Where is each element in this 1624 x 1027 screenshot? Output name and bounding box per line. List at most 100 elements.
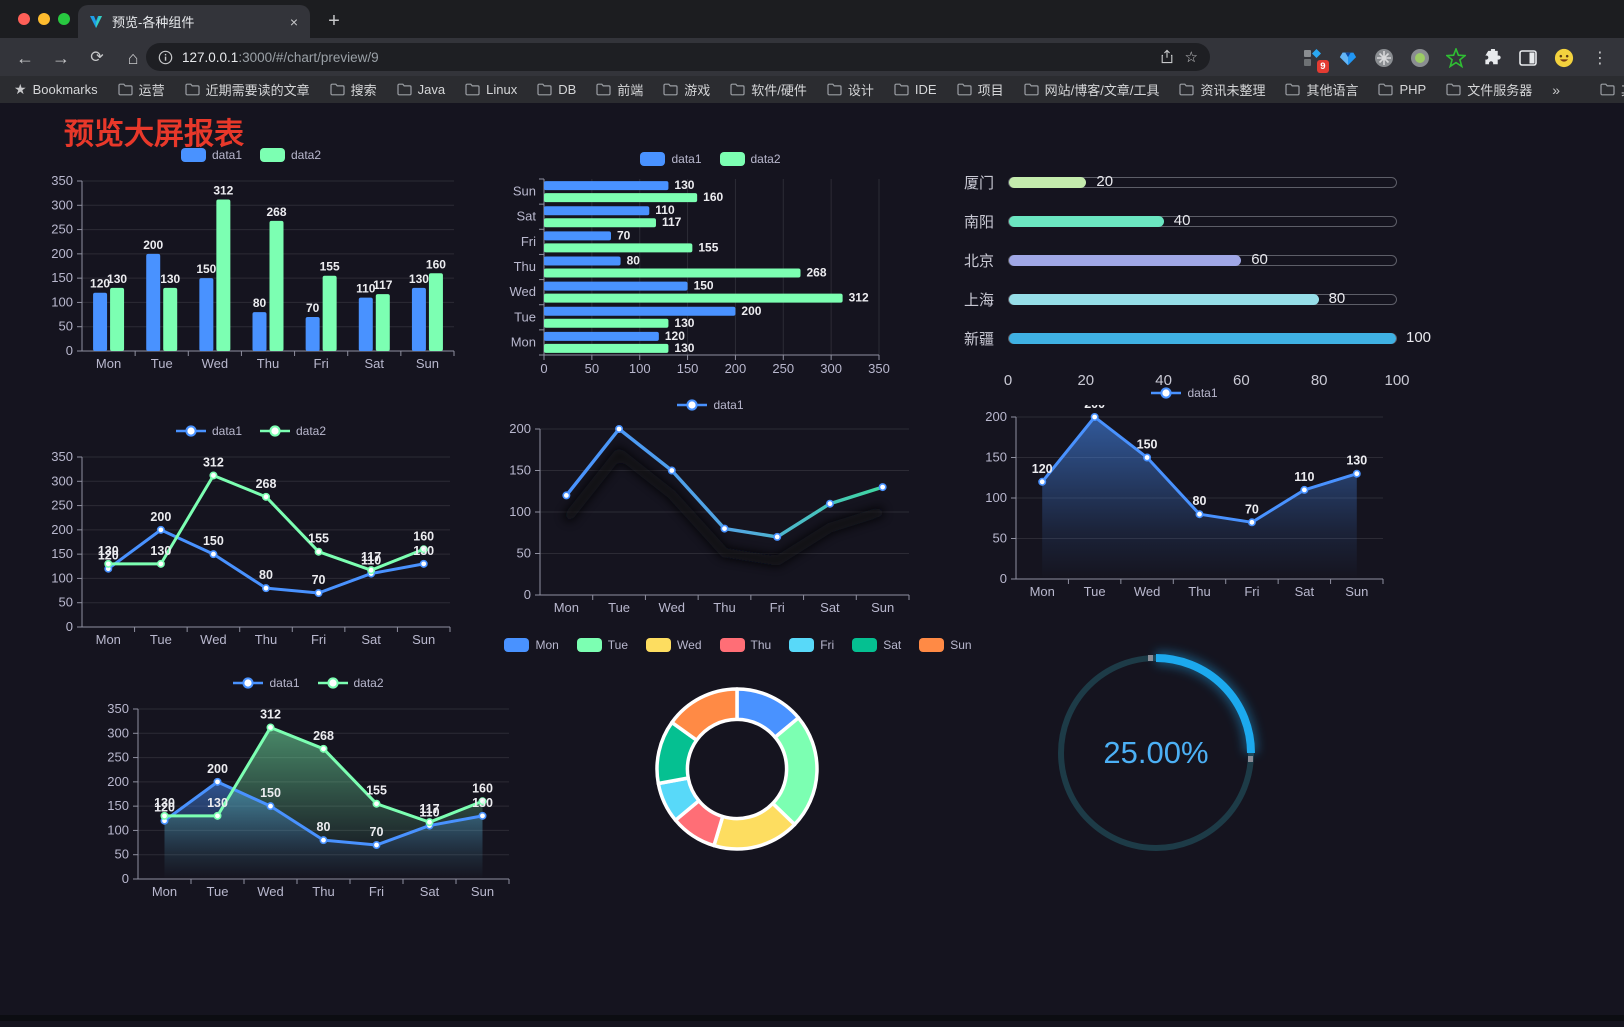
extension-gem-icon[interactable]	[1338, 48, 1358, 68]
svg-text:Thu: Thu	[1188, 584, 1210, 599]
svg-text:Tue: Tue	[150, 632, 172, 647]
chart-canvas: 0 50 100 150 200 250 300 350 Mon Tue Wed Thu Fri Sat S…	[51, 173, 455, 371]
legend-item[interactable]: data2	[317, 676, 384, 690]
address-bar[interactable]: 127.0.0.1:3000/#/chart/preview/9 ☆	[146, 43, 1210, 71]
legend-line-marker	[175, 425, 206, 437]
close-window-button[interactable]	[18, 13, 30, 25]
extension-grid-icon[interactable]: 9	[1302, 48, 1329, 73]
bookmark-item[interactable]: Linux	[465, 82, 517, 97]
legend-item[interactable]: Sun	[919, 638, 972, 652]
svg-text:312: 312	[260, 707, 281, 721]
svg-text:70: 70	[1245, 502, 1259, 516]
chart-legend: data1 data2	[40, 419, 462, 443]
legend-label: Fri	[820, 638, 835, 652]
bookmark-item[interactable]: 项目	[956, 80, 1004, 99]
browser-tab[interactable]: 预览-各种组件 ×	[78, 5, 310, 38]
share-icon[interactable]	[1159, 49, 1175, 65]
svg-text:100: 100	[107, 822, 129, 837]
legend-item[interactable]: Mon	[504, 638, 559, 652]
bookmark-item[interactable]: 游戏	[663, 80, 710, 99]
svg-text:300: 300	[820, 361, 842, 376]
maximize-window-button[interactable]	[58, 13, 70, 25]
bookmark-item[interactable]: PHP	[1378, 82, 1426, 97]
legend-item[interactable]: Tue	[576, 638, 628, 652]
svg-text:130: 130	[674, 316, 694, 330]
svg-text:Fri: Fri	[1244, 584, 1259, 599]
bottom-strip	[0, 1015, 1624, 1021]
bookmark-item[interactable]: 软件/硬件	[730, 80, 807, 99]
legend-item[interactable]: data1	[175, 424, 242, 438]
legend-item[interactable]: data1	[180, 148, 242, 162]
bookmark-item[interactable]: Java	[397, 82, 445, 97]
legend-item[interactable]: data2	[260, 424, 326, 438]
extension-record-icon[interactable]	[1410, 48, 1430, 68]
progress-row: 南阳 40	[952, 202, 1397, 241]
svg-text:Sun: Sun	[513, 184, 536, 199]
legend-label: data1	[211, 148, 242, 162]
url-text: 127.0.0.1:3000/#/chart/preview/9	[182, 49, 379, 65]
page-info-icon[interactable]	[158, 50, 173, 65]
svg-text:0: 0	[1000, 571, 1007, 586]
svg-text:120: 120	[90, 277, 110, 291]
svg-text:350: 350	[868, 361, 890, 376]
extensions-puzzle-icon[interactable]	[1482, 48, 1502, 68]
svg-text:100: 100	[985, 490, 1007, 505]
back-icon[interactable]: ←	[16, 48, 34, 68]
side-panel-icon[interactable]	[1518, 48, 1538, 68]
progress-axis: 0 20 40 60 80 100	[1004, 372, 1410, 394]
bookmark-item[interactable]: 其他书签	[1600, 80, 1624, 99]
legend-item[interactable]: Sat	[852, 638, 901, 652]
progress-value: 60	[1251, 251, 1268, 268]
bookmark-item[interactable]: 前端	[596, 80, 643, 99]
legend-item[interactable]: data1	[1151, 386, 1218, 400]
svg-text:130: 130	[1346, 454, 1367, 468]
svg-text:117: 117	[361, 550, 381, 564]
legend-line-marker	[260, 425, 290, 437]
chart-line-area-two: data1 data2 0 50 100 150 200 250 300 350 Mon Tue Wed…	[96, 671, 521, 907]
svg-text:Sun: Sun	[871, 600, 894, 615]
svg-text:Fri: Fri	[521, 234, 536, 249]
bookmark-item[interactable]: 文件服务器	[1446, 80, 1532, 99]
bookmark-item[interactable]: IDE	[894, 82, 937, 97]
bookmark-item[interactable]: 网站/博客/文章/工具	[1024, 80, 1159, 99]
legend-item[interactable]: Wed	[646, 638, 702, 652]
extension-star-icon[interactable]	[1446, 48, 1466, 68]
bookmark-label: DB	[558, 82, 577, 97]
legend-swatch	[646, 638, 672, 652]
bookmark-item[interactable]: 其他语言	[1285, 80, 1358, 99]
legend-item[interactable]: data2	[260, 148, 321, 162]
browser-menu-icon[interactable]: ⋮	[1592, 50, 1608, 67]
progress-row: 新疆 100	[952, 319, 1431, 358]
bookmark-item[interactable]: ★ Bookmarks	[14, 81, 98, 98]
legend-swatch	[719, 152, 745, 166]
legend-item[interactable]: Fri	[789, 638, 834, 652]
legend-item[interactable]: data1	[233, 676, 300, 690]
home-icon[interactable]: ⌂	[127, 48, 139, 68]
reload-icon[interactable]: ⟳	[90, 49, 104, 66]
legend-item[interactable]: Thu	[719, 638, 771, 652]
bookmark-label: 前端	[617, 83, 644, 98]
bookmark-item[interactable]: 资讯未整理	[1179, 80, 1265, 99]
minimize-window-button[interactable]	[38, 13, 50, 25]
bookmark-item[interactable]: 近期需要读的文章	[185, 80, 310, 99]
folder-icon	[1285, 83, 1301, 96]
forward-icon[interactable]: →	[52, 48, 70, 68]
bookmark-item[interactable]: 设计	[827, 80, 874, 99]
bookmark-item[interactable]: 运营	[117, 80, 165, 99]
svg-text:130: 130	[472, 796, 493, 810]
extension-compass-icon[interactable]	[1374, 48, 1394, 68]
bookmark-item[interactable]: 搜索	[330, 80, 377, 99]
folder-icon	[956, 83, 972, 96]
bookmark-star-icon[interactable]: ☆	[1184, 49, 1198, 66]
chart-canvas	[1058, 651, 1258, 851]
legend-item[interactable]: data1	[677, 398, 744, 412]
legend-item[interactable]: data1	[640, 152, 702, 166]
profile-avatar[interactable]	[1554, 48, 1574, 68]
tab-close-icon[interactable]: ×	[289, 13, 298, 30]
svg-text:130: 130	[154, 796, 175, 810]
new-tab-button[interactable]: +	[328, 10, 340, 32]
svg-text:150: 150	[51, 546, 73, 561]
bookmarks-overflow-icon[interactable]: »	[1552, 81, 1561, 98]
bookmark-item[interactable]: DB	[537, 82, 576, 97]
legend-item[interactable]: data2	[719, 152, 781, 166]
